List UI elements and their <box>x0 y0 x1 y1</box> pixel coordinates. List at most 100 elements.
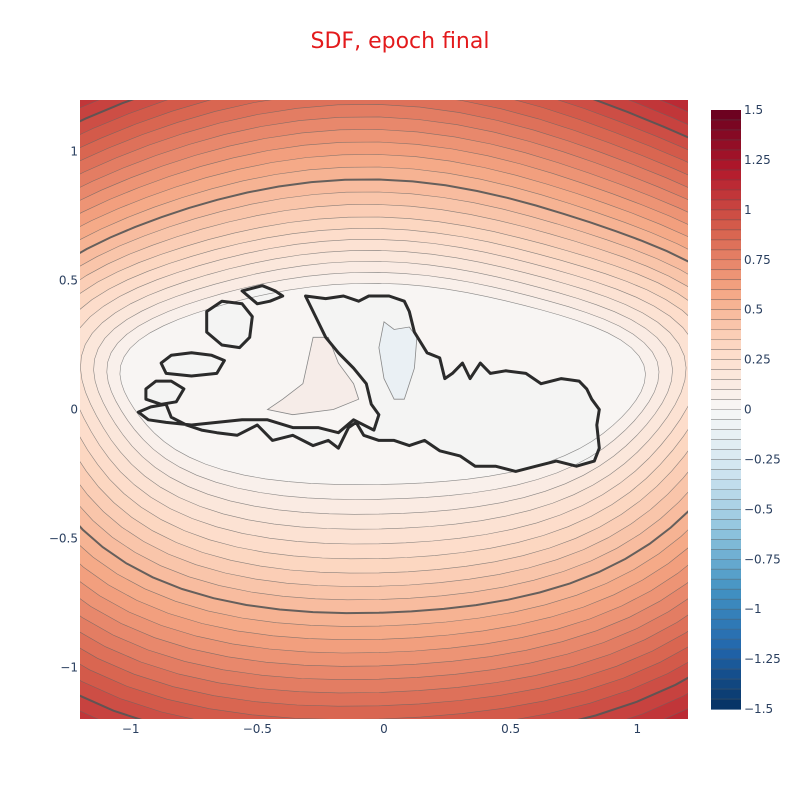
colorbar-band <box>711 359 741 371</box>
colorbar-tick-label: −1.25 <box>744 652 781 666</box>
colorbar-band <box>711 459 741 470</box>
colorbar-band <box>711 679 741 690</box>
x-tick-label: 1 <box>634 722 642 736</box>
colorbar-band <box>711 339 741 351</box>
colorbar-band <box>711 489 741 500</box>
y-tick-label: −0.5 <box>49 531 78 545</box>
colorbar-band <box>711 549 741 560</box>
colorbar-band <box>711 209 741 221</box>
zero-level-islet <box>159 351 226 378</box>
contour-line <box>80 129 688 667</box>
colorbar-band <box>711 469 741 480</box>
colorbar-tick-label: −1.5 <box>744 702 773 716</box>
colorbar-band <box>711 419 741 431</box>
islet-interior <box>161 352 225 376</box>
colorbar-band <box>711 329 741 341</box>
colorbar-band <box>711 119 741 131</box>
colorbar-band <box>711 599 741 610</box>
contour-line <box>80 216 688 574</box>
colorbar-band <box>711 619 741 630</box>
colorbar-band <box>711 309 741 321</box>
colorbar-tick-label: 1 <box>744 203 752 217</box>
colorbar-band <box>711 189 741 201</box>
colorbar-tick-label: 0.25 <box>744 353 771 367</box>
colorbar-ticks: 1.5 1.25 1 0.75 0.5 0.25 0 −0.25 −0.5 −0.75 −1 −1.2… <box>744 103 781 716</box>
colorbar-band <box>711 579 741 590</box>
colorbar-band <box>711 159 741 171</box>
colorbar-band <box>711 179 741 191</box>
contour-line <box>80 204 688 587</box>
colorbar-band <box>711 349 741 361</box>
colorbar-band <box>711 219 741 231</box>
x-tick-label: −0.5 <box>243 722 272 736</box>
colorbar-band <box>711 529 741 540</box>
y-tick-label: 0.5 <box>59 274 78 288</box>
colorbar-band <box>711 569 741 580</box>
colorbar-tick-label: 0 <box>744 403 752 417</box>
chart-title: SDF, epoch final <box>311 29 490 54</box>
contour-line <box>80 116 688 680</box>
colorbar-band <box>711 539 741 550</box>
contour-line <box>80 100 688 719</box>
colorbar-band <box>711 239 741 251</box>
colorbar-band <box>711 319 741 331</box>
colorbar-band <box>711 110 741 121</box>
colorbar-band <box>711 509 741 520</box>
zero-level-contour <box>136 294 601 473</box>
colorbar-band <box>711 369 741 381</box>
x-tick-label: 0.5 <box>501 722 520 736</box>
colorbar-band <box>711 259 741 271</box>
y-axis-ticks: 1 0.5 0 −0.5 −1 <box>49 145 78 675</box>
colorbar-band <box>711 559 741 570</box>
x-tick-label: 0 <box>380 722 388 736</box>
contour-line <box>80 100 688 707</box>
colorbar-band <box>711 299 741 311</box>
colorbar-band <box>711 429 741 441</box>
zero-level-islet <box>205 299 254 350</box>
colorbar <box>711 110 741 710</box>
y-tick-label: 1 <box>70 145 78 159</box>
colorbar-band <box>711 439 741 451</box>
y-tick-label: 0 <box>70 403 78 417</box>
colorbar-band <box>711 649 741 660</box>
colorbar-band <box>711 449 741 461</box>
contour-line <box>80 191 688 601</box>
contour-line <box>80 104 688 694</box>
colorbar-band <box>711 399 741 411</box>
contour-line <box>80 250 687 530</box>
contour-line <box>80 228 688 560</box>
islet-interior <box>145 381 184 405</box>
colorbar-tick-label: 1.25 <box>744 153 771 167</box>
contour-line <box>80 100 688 719</box>
contour-line-major <box>80 178 688 615</box>
colorbar-band <box>711 519 741 530</box>
colorbar-band <box>711 199 741 211</box>
colorbar-tick-label: 0.5 <box>744 303 763 317</box>
contour-line <box>106 271 660 500</box>
colorbar-band <box>711 289 741 301</box>
colorbar-tick-label: −0.25 <box>744 452 781 466</box>
y-tick-label: −1 <box>60 660 78 674</box>
inner-positive-region <box>266 336 360 416</box>
colorbar-band <box>711 149 741 161</box>
colorbar-band <box>711 379 741 391</box>
colorbar-band <box>711 229 741 241</box>
colorbar-band <box>711 169 741 181</box>
colorbar-band <box>711 389 741 401</box>
island-interior <box>138 296 600 472</box>
colorbar-tick-label: 1.5 <box>744 103 763 117</box>
colorbar-band <box>711 409 741 421</box>
colorbar-tick-label: −1 <box>744 602 762 616</box>
contour-line <box>80 166 688 627</box>
colorbar-band <box>711 129 741 141</box>
contour-line <box>80 239 688 545</box>
contour-line-major <box>80 100 688 719</box>
contour-line <box>80 154 688 641</box>
zero-level-islet <box>144 379 186 406</box>
contour-line <box>80 141 688 654</box>
colorbar-tick-label: −0.75 <box>744 552 781 566</box>
colorbar-tick-label: 0.75 <box>744 253 771 267</box>
colorbar-band <box>711 639 741 650</box>
contour-line <box>80 100 688 719</box>
